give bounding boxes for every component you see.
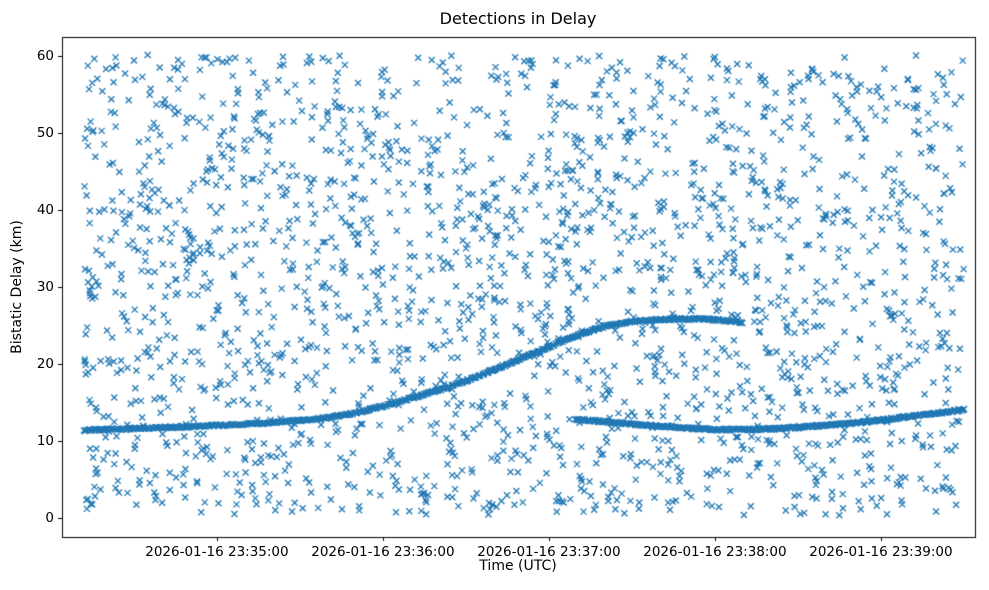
y-tick-label: 0 [45, 509, 54, 526]
x-tick-label: 2026-01-16 23:36:00 [311, 544, 455, 560]
y-tick-label: 60 [36, 48, 54, 65]
y-axis-label: Bistatic Delay (km) [9, 220, 25, 354]
x-tick-label: 2026-01-16 23:39:00 [809, 544, 953, 560]
x-tick-label: 2026-01-16 23:35:00 [145, 544, 289, 560]
y-tick-label: 20 [36, 355, 54, 372]
x-tick-label: 2026-01-16 23:38:00 [643, 544, 787, 560]
y-tick-label: 50 [36, 125, 54, 142]
chart-title: Detections in Delay [439, 9, 597, 28]
y-tick-label: 30 [36, 279, 54, 295]
y-tick-label: 40 [36, 202, 54, 219]
x-tick-label: 2026-01-16 23:37:00 [477, 544, 621, 560]
y-tick-label: 10 [36, 432, 54, 449]
x-axis-label: Time (UTC) [479, 558, 557, 574]
